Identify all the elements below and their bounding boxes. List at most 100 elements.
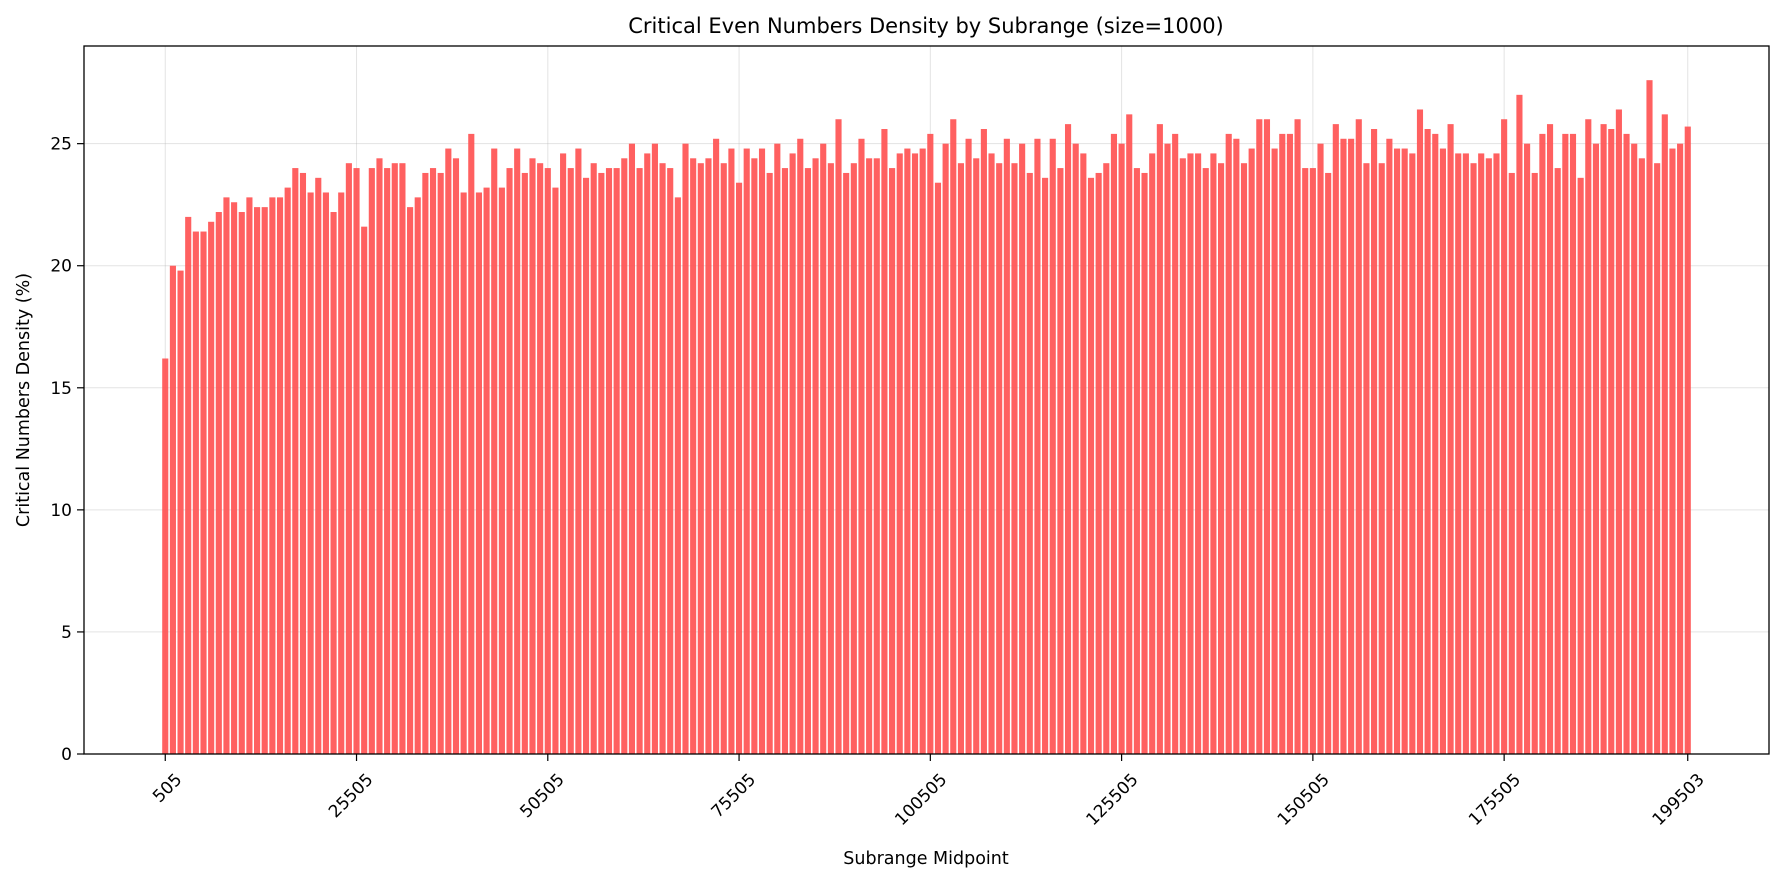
- bar-170: [1462, 153, 1469, 755]
- bar-11: [246, 197, 253, 754]
- bar-163: [1409, 153, 1416, 755]
- y-tick-label-1: 5: [61, 623, 72, 643]
- bar-187: [1592, 143, 1600, 754]
- bar-181: [1546, 124, 1554, 755]
- bar-112: [1019, 143, 1026, 754]
- bar-31: [399, 163, 406, 754]
- bar-111: [1011, 163, 1018, 754]
- bar-28: [376, 158, 383, 755]
- bar-41: [475, 192, 482, 755]
- bar-182: [1554, 168, 1561, 754]
- bar-61: [628, 143, 636, 754]
- bar-34: [422, 172, 429, 754]
- bar-88: [835, 119, 842, 755]
- y-tick-label-4: 20: [50, 257, 72, 277]
- bar-158: [1371, 129, 1378, 754]
- bar-128: [1141, 172, 1148, 754]
- bar-153: [1332, 124, 1339, 755]
- bar-113: [1026, 172, 1033, 754]
- bar-146: [1279, 133, 1286, 754]
- bar-27: [368, 168, 375, 754]
- bar-132: [1172, 133, 1179, 754]
- bar-118: [1064, 124, 1072, 755]
- bar-101: [934, 182, 942, 755]
- bar-154: [1340, 138, 1347, 754]
- bar-194: [1646, 80, 1653, 755]
- bar-93: [873, 158, 880, 755]
- bar-32: [407, 207, 414, 754]
- bar-20: [315, 177, 322, 754]
- bar-16: [284, 187, 291, 755]
- bar-197: [1669, 148, 1676, 755]
- bar-95: [889, 168, 896, 754]
- bar-89: [843, 172, 850, 754]
- bar-49: [537, 163, 544, 754]
- bar-98: [911, 153, 919, 755]
- bar-76: [743, 148, 750, 755]
- plot-frame: [83, 45, 1770, 755]
- bar-100: [927, 133, 934, 754]
- x-tick-label-1: 25505: [325, 770, 377, 822]
- bar-75: [736, 182, 743, 755]
- bar-175: [1501, 119, 1508, 755]
- bar-55: [582, 177, 590, 754]
- bar-56: [590, 163, 597, 754]
- bar-124: [1110, 133, 1118, 754]
- bar-159: [1378, 163, 1385, 754]
- bar-119: [1072, 143, 1079, 754]
- bar-130: [1156, 124, 1163, 755]
- bar-178: [1524, 143, 1531, 754]
- bar-64: [651, 143, 658, 754]
- bar-51: [552, 187, 559, 755]
- bar-195: [1654, 163, 1661, 754]
- bar-35: [429, 168, 437, 754]
- bar-121: [1087, 177, 1095, 754]
- bar-99: [919, 148, 926, 755]
- bar-44: [498, 187, 505, 755]
- bar-164: [1416, 109, 1424, 755]
- y-tick-label-3: 15: [50, 379, 72, 399]
- x-axis-ticks: 505 25505 50505 75505 100505 125505 150505 1755…: [149, 754, 1709, 830]
- bar-143: [1256, 119, 1263, 755]
- x-axis-title: Subrange Midpoint: [843, 849, 1009, 869]
- x-tick-label-2: 50505: [516, 770, 568, 822]
- bar-147: [1286, 133, 1293, 754]
- bar-191: [1623, 133, 1630, 754]
- bar-162: [1401, 148, 1408, 755]
- y-tick-label-2: 10: [50, 501, 72, 521]
- bar-23: [338, 192, 345, 755]
- bar-17: [292, 168, 299, 754]
- bar-71: [705, 158, 712, 755]
- bar-188: [1600, 124, 1607, 755]
- bar-115: [1042, 177, 1049, 754]
- bar-12: [254, 207, 261, 754]
- bar-122: [1095, 172, 1102, 754]
- bar-15: [276, 197, 284, 754]
- bar-125: [1118, 143, 1125, 754]
- bar-104: [957, 163, 964, 754]
- x-tick-label-5: 125505: [1083, 770, 1143, 830]
- bar-42: [483, 187, 490, 755]
- bar-69: [690, 158, 697, 755]
- bar-135: [1195, 153, 1202, 755]
- bar-21: [322, 192, 329, 755]
- bar-5: [200, 231, 207, 755]
- bar-37: [445, 148, 452, 755]
- bar-174: [1493, 153, 1500, 755]
- bar-85: [812, 158, 819, 755]
- bar-156: [1355, 119, 1362, 755]
- x-tick-label-6: 150505: [1274, 770, 1334, 830]
- bar-123: [1103, 163, 1110, 754]
- bar-0: [162, 358, 169, 754]
- bar-161: [1393, 148, 1401, 755]
- x-tick-label-0: 505: [149, 770, 186, 807]
- bar-2: [177, 270, 184, 754]
- bar-192: [1631, 143, 1638, 754]
- bar-184: [1569, 133, 1577, 754]
- bar-52: [560, 153, 567, 755]
- bar-152: [1325, 172, 1332, 754]
- bar-126: [1126, 114, 1133, 755]
- bar-134: [1187, 153, 1194, 755]
- bar-92: [866, 158, 873, 755]
- bar-177: [1516, 94, 1523, 754]
